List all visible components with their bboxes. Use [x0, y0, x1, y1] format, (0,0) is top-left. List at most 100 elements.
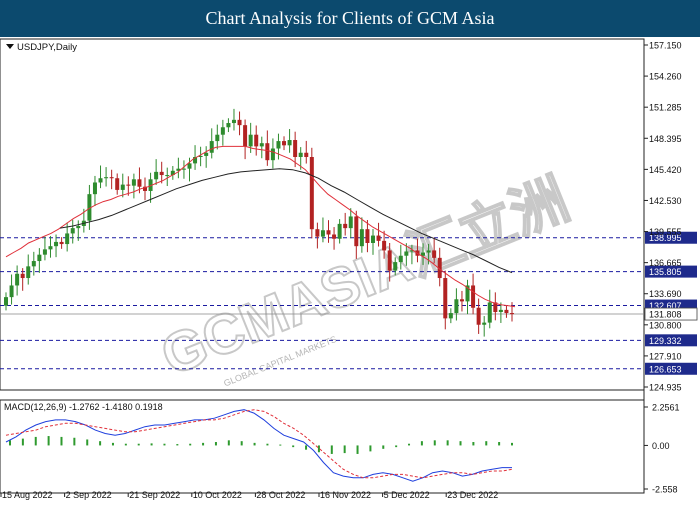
candle-body — [148, 179, 153, 191]
candle-body — [104, 177, 109, 179]
macd-histogram-bar — [73, 437, 76, 446]
candle-body — [31, 261, 36, 267]
candle-body — [421, 252, 426, 256]
candle-body — [193, 157, 198, 164]
macd-histogram-bar — [60, 436, 63, 446]
y-tick-label: 139.555 — [649, 227, 682, 237]
candle-body — [131, 179, 136, 186]
candle-body — [243, 125, 248, 147]
macd-histogram-bar — [292, 445, 295, 448]
macd-histogram-bar — [189, 443, 192, 446]
candle-body — [493, 302, 498, 312]
macd-histogram-bar — [34, 436, 37, 446]
macd-y-tick-label: -2.558 — [652, 485, 678, 495]
macd-histogram-bar — [214, 442, 217, 446]
candle-body — [298, 152, 303, 158]
candle-body — [504, 309, 509, 314]
candle-body — [454, 299, 459, 314]
candle-body — [293, 140, 298, 158]
candle-body — [309, 157, 314, 230]
symbol-label: USDJPY,Daily — [17, 42, 77, 53]
candle-body — [215, 134, 220, 142]
candle-body — [120, 184, 125, 190]
macd-histogram-bar — [240, 441, 243, 446]
candle-body — [54, 241, 59, 247]
macd-histogram-bar — [253, 442, 256, 446]
y-tick-label: 157.150 — [649, 41, 682, 51]
candle-body — [265, 143, 270, 161]
candle-body — [382, 240, 387, 251]
x-tick-label: 16 Nov 2022 — [320, 490, 371, 500]
macd-label: MACD(12,26,9) -1.2762 -1.4180 0.1918 — [4, 402, 163, 412]
macd-panel — [0, 399, 645, 494]
candle-body — [209, 141, 214, 153]
candle-body — [498, 309, 503, 312]
x-tick-label: 23 Dec 2022 — [447, 490, 498, 500]
candle-body — [170, 170, 175, 176]
level-tag — [645, 334, 697, 347]
y-tick-label: 133.690 — [649, 289, 682, 299]
candle-body — [348, 216, 353, 229]
macd-signal-line — [5, 409, 513, 479]
candle-body — [9, 285, 14, 298]
candle-body — [20, 273, 25, 279]
candle-body — [304, 152, 309, 158]
candle-body — [465, 285, 470, 302]
candle-body — [282, 141, 287, 146]
candle-body — [165, 175, 170, 177]
level-tag — [645, 265, 697, 278]
x-tick-label: 15 Aug 2022 — [2, 490, 53, 500]
candle-body — [109, 177, 114, 179]
macd-histogram-bar — [330, 445, 333, 454]
y-tick-label: 130.800 — [649, 320, 682, 330]
candle-body — [37, 254, 42, 262]
price-panel — [0, 38, 645, 391]
candle-body — [443, 278, 448, 319]
level-tag-label: 138.995 — [649, 233, 682, 243]
candle-body — [98, 178, 103, 183]
macd-line — [5, 409, 512, 482]
candle-body — [65, 233, 70, 245]
macd-histogram-bar — [382, 445, 385, 449]
candle-body — [287, 140, 292, 146]
macd-histogram-bar — [369, 445, 372, 452]
candle-body — [259, 143, 264, 147]
candle-body — [326, 230, 331, 235]
candle-body — [320, 230, 325, 237]
candle-body — [154, 171, 159, 180]
candle-body — [359, 229, 364, 247]
y-tick-label: 154.260 — [649, 72, 682, 82]
macd-histogram-bar — [498, 442, 501, 446]
candle-body — [143, 186, 148, 191]
y-tick-label: 136.665 — [649, 258, 682, 268]
candle-body — [437, 257, 442, 279]
macd-histogram-bar — [266, 443, 269, 446]
x-tick-label: 2 Sep 2022 — [66, 490, 112, 500]
x-tick-label: 28 Oct 2022 — [256, 490, 305, 500]
macd-histogram-bar — [485, 441, 488, 446]
candle-body — [204, 152, 209, 156]
macd-histogram-bar — [150, 443, 153, 446]
x-tick-label: 21 Sep 2022 — [129, 490, 180, 500]
macd-histogram-bar — [343, 445, 346, 454]
candle-body — [376, 235, 381, 241]
candle-body — [404, 251, 409, 256]
candle-body — [432, 250, 437, 258]
candle-body — [315, 229, 320, 237]
candle-body — [87, 194, 92, 221]
macd-histogram-bar — [137, 443, 140, 446]
macd-histogram-bar — [420, 441, 423, 446]
candle-body — [92, 182, 97, 195]
candle-body — [332, 234, 337, 239]
chart-area: GCMASIA汇立洲 GLOBAL CAPITAL MARKETS USDJPY… — [0, 37, 700, 500]
macd-histogram-bar — [47, 436, 50, 446]
macd-histogram-bar — [124, 443, 127, 446]
macd-y-tick-label: 2.2561 — [652, 403, 680, 413]
macd-histogram-bar — [305, 445, 308, 450]
macd-y-tick-label: 0.00 — [652, 441, 670, 451]
candle-body — [198, 155, 203, 158]
macd-histogram-bar — [459, 441, 462, 446]
chart-svg: GCMASIA汇立洲 GLOBAL CAPITAL MARKETS USDJPY… — [0, 38, 698, 500]
candle-body — [365, 229, 370, 243]
y-tick-label: 151.285 — [649, 103, 682, 113]
